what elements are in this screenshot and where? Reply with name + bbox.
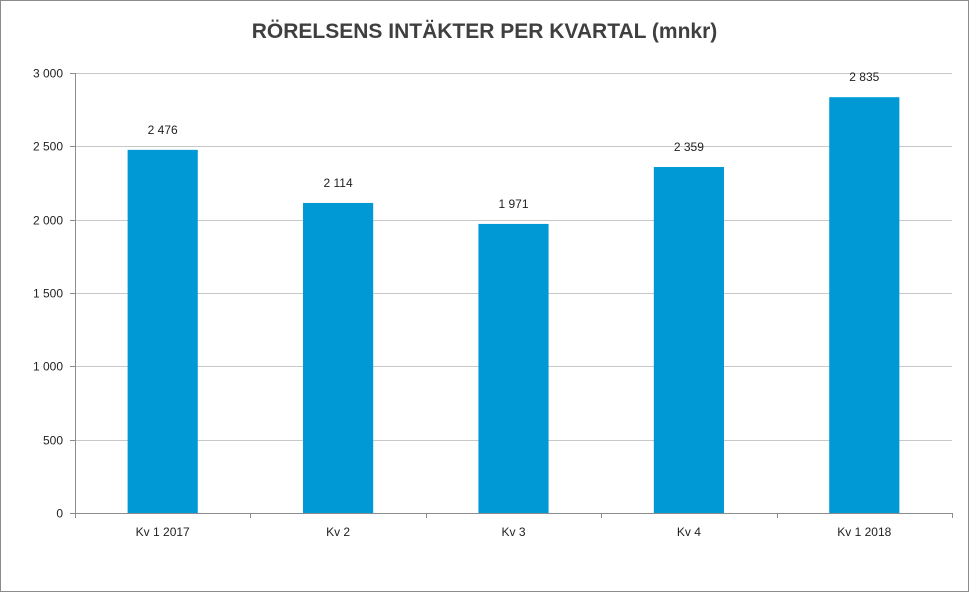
chart-title: RÖRELSENS INTÄKTER PER KVARTAL (mnkr): [251, 20, 718, 43]
data-label: 2 476: [148, 123, 178, 137]
x-tick-label: Kv 4: [677, 525, 701, 539]
bar: [478, 223, 549, 514]
data-label: 2 835: [849, 70, 879, 84]
bar: [653, 167, 724, 513]
y-tick-label: 2 500: [33, 140, 63, 154]
y-tick-label: 0: [56, 507, 63, 521]
x-tick-label: Kv 1 2017: [136, 525, 190, 539]
y-tick-label: 2 000: [33, 214, 63, 228]
bars: [127, 97, 900, 514]
x-tick-label: Kv 2: [326, 525, 350, 539]
data-label: 2 359: [674, 140, 704, 154]
data-labels: 2 476 2 114 1 971 2 359 2 835: [148, 70, 880, 211]
x-tick-label: Kv 1 2018: [837, 525, 891, 539]
bar: [303, 202, 374, 514]
bar: [127, 149, 198, 513]
x-tick-label: Kv 3: [501, 525, 525, 539]
y-tick-label: 1 000: [33, 360, 63, 374]
y-tick-label: 3 000: [33, 67, 63, 81]
y-tick-label: 500: [43, 434, 63, 448]
y-tick-label: 1 500: [33, 287, 63, 301]
bar: [829, 97, 900, 513]
y-axis-ticks: 0 500 1 000 1 500 2 000 2 500 3 000: [33, 67, 75, 521]
data-label: 1 971: [498, 197, 528, 211]
x-axis-ticks: Kv 1 2017 Kv 2 Kv 3 Kv 4 Kv 1 2018: [136, 525, 892, 539]
axes: [75, 73, 953, 518]
data-label: 2 114: [324, 176, 353, 190]
